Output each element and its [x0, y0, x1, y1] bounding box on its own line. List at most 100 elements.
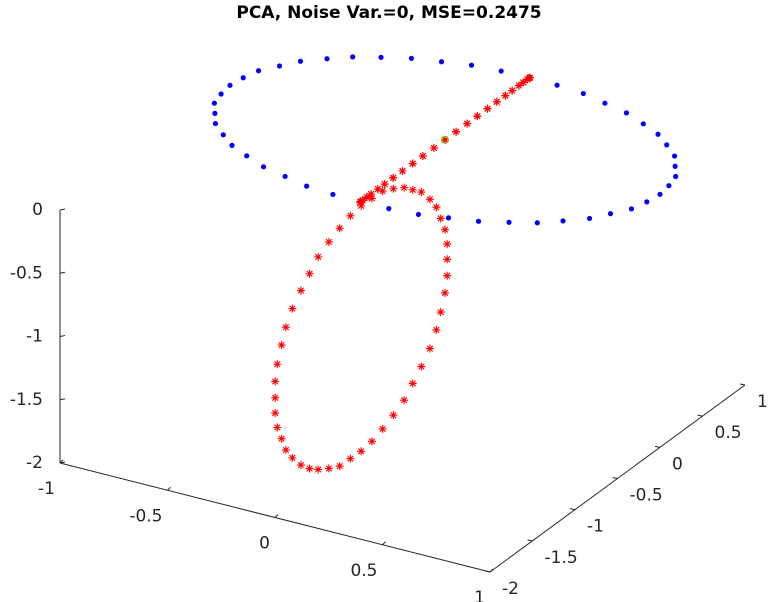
- point: [425, 195, 434, 204]
- chart-title: PCA, Noise Var.=0, MSE=0.2475: [236, 3, 541, 23]
- z-tick-label: -0.5: [10, 263, 43, 283]
- point: [640, 121, 646, 127]
- point: [586, 215, 593, 222]
- y-tick: [484, 570, 491, 573]
- point: [398, 167, 407, 175]
- point: [441, 288, 449, 297]
- y-tick-label: -0.5: [630, 486, 663, 506]
- point: [276, 63, 283, 69]
- x-tick-label: 0: [259, 534, 270, 554]
- point: [220, 132, 226, 138]
- y-tick: [569, 508, 576, 511]
- point: [408, 185, 417, 194]
- series: [211, 54, 679, 226]
- point: [357, 447, 366, 456]
- point: [240, 75, 246, 81]
- z-tick-label: -2: [26, 453, 43, 473]
- point: [508, 86, 517, 95]
- point: [255, 68, 262, 74]
- point: [483, 104, 492, 113]
- point: [672, 163, 678, 169]
- point: [523, 75, 532, 84]
- point: [358, 196, 367, 205]
- series: [271, 183, 452, 474]
- point: [607, 211, 614, 217]
- y-tick: [697, 414, 703, 417]
- point: [657, 191, 663, 197]
- point: [666, 183, 672, 189]
- point: [288, 453, 297, 462]
- x-tick-label: 0.5: [350, 561, 377, 581]
- series: [441, 135, 449, 144]
- point: [671, 153, 678, 159]
- point: [408, 55, 415, 61]
- point: [305, 464, 314, 473]
- point: [400, 396, 409, 405]
- point: [389, 173, 398, 182]
- point: [324, 56, 330, 62]
- point: [408, 379, 417, 388]
- point: [367, 194, 376, 203]
- point: [514, 81, 523, 90]
- point: [623, 110, 630, 116]
- point: [367, 437, 376, 446]
- z-tick-label: -1.5: [10, 390, 43, 410]
- z-tick: [59, 208, 66, 211]
- y-tick-label: 1: [757, 392, 768, 412]
- point: [282, 173, 288, 180]
- point: [378, 187, 387, 196]
- point: [212, 110, 218, 116]
- point: [443, 255, 452, 264]
- y-tick: [654, 445, 661, 448]
- x-tick: [274, 514, 279, 518]
- point: [417, 188, 426, 197]
- series: [356, 73, 534, 207]
- point: [408, 159, 417, 168]
- point: [314, 252, 323, 261]
- z-tick-label: 0: [32, 200, 43, 220]
- point: [417, 362, 426, 371]
- point: [655, 131, 661, 137]
- point: [443, 271, 452, 280]
- point: [425, 344, 434, 353]
- point: [445, 215, 452, 221]
- y-tick-label: 0: [672, 454, 683, 474]
- point: [211, 100, 217, 106]
- point: [277, 434, 286, 443]
- point: [475, 218, 482, 224]
- point: [260, 164, 267, 170]
- point: [580, 90, 586, 97]
- point: [436, 308, 445, 317]
- point: [418, 152, 427, 161]
- x-tick: [489, 568, 494, 573]
- point: [441, 135, 449, 144]
- point: [534, 220, 540, 226]
- point: [554, 82, 560, 88]
- point: [441, 225, 449, 234]
- point: [400, 183, 409, 192]
- point: [305, 269, 314, 278]
- point: [273, 360, 282, 369]
- point: [415, 211, 422, 218]
- point: [335, 462, 344, 471]
- y-tick: [739, 383, 746, 386]
- point: [463, 119, 472, 128]
- z-tick: [59, 335, 66, 337]
- y-tick-label: -2: [502, 579, 519, 599]
- x-tick: [167, 486, 171, 491]
- z-tick-label: -1: [26, 327, 43, 347]
- point: [357, 201, 366, 210]
- point: [346, 211, 355, 220]
- point: [227, 82, 233, 88]
- x-tick-label: -1: [38, 479, 55, 499]
- point: [296, 461, 305, 470]
- point: [277, 341, 286, 350]
- point: [602, 100, 608, 106]
- point: [664, 142, 670, 148]
- point: [367, 190, 376, 199]
- y-tick-label: -1.5: [545, 548, 578, 568]
- point: [492, 97, 501, 106]
- point: [271, 409, 280, 418]
- z-tick: [59, 271, 66, 274]
